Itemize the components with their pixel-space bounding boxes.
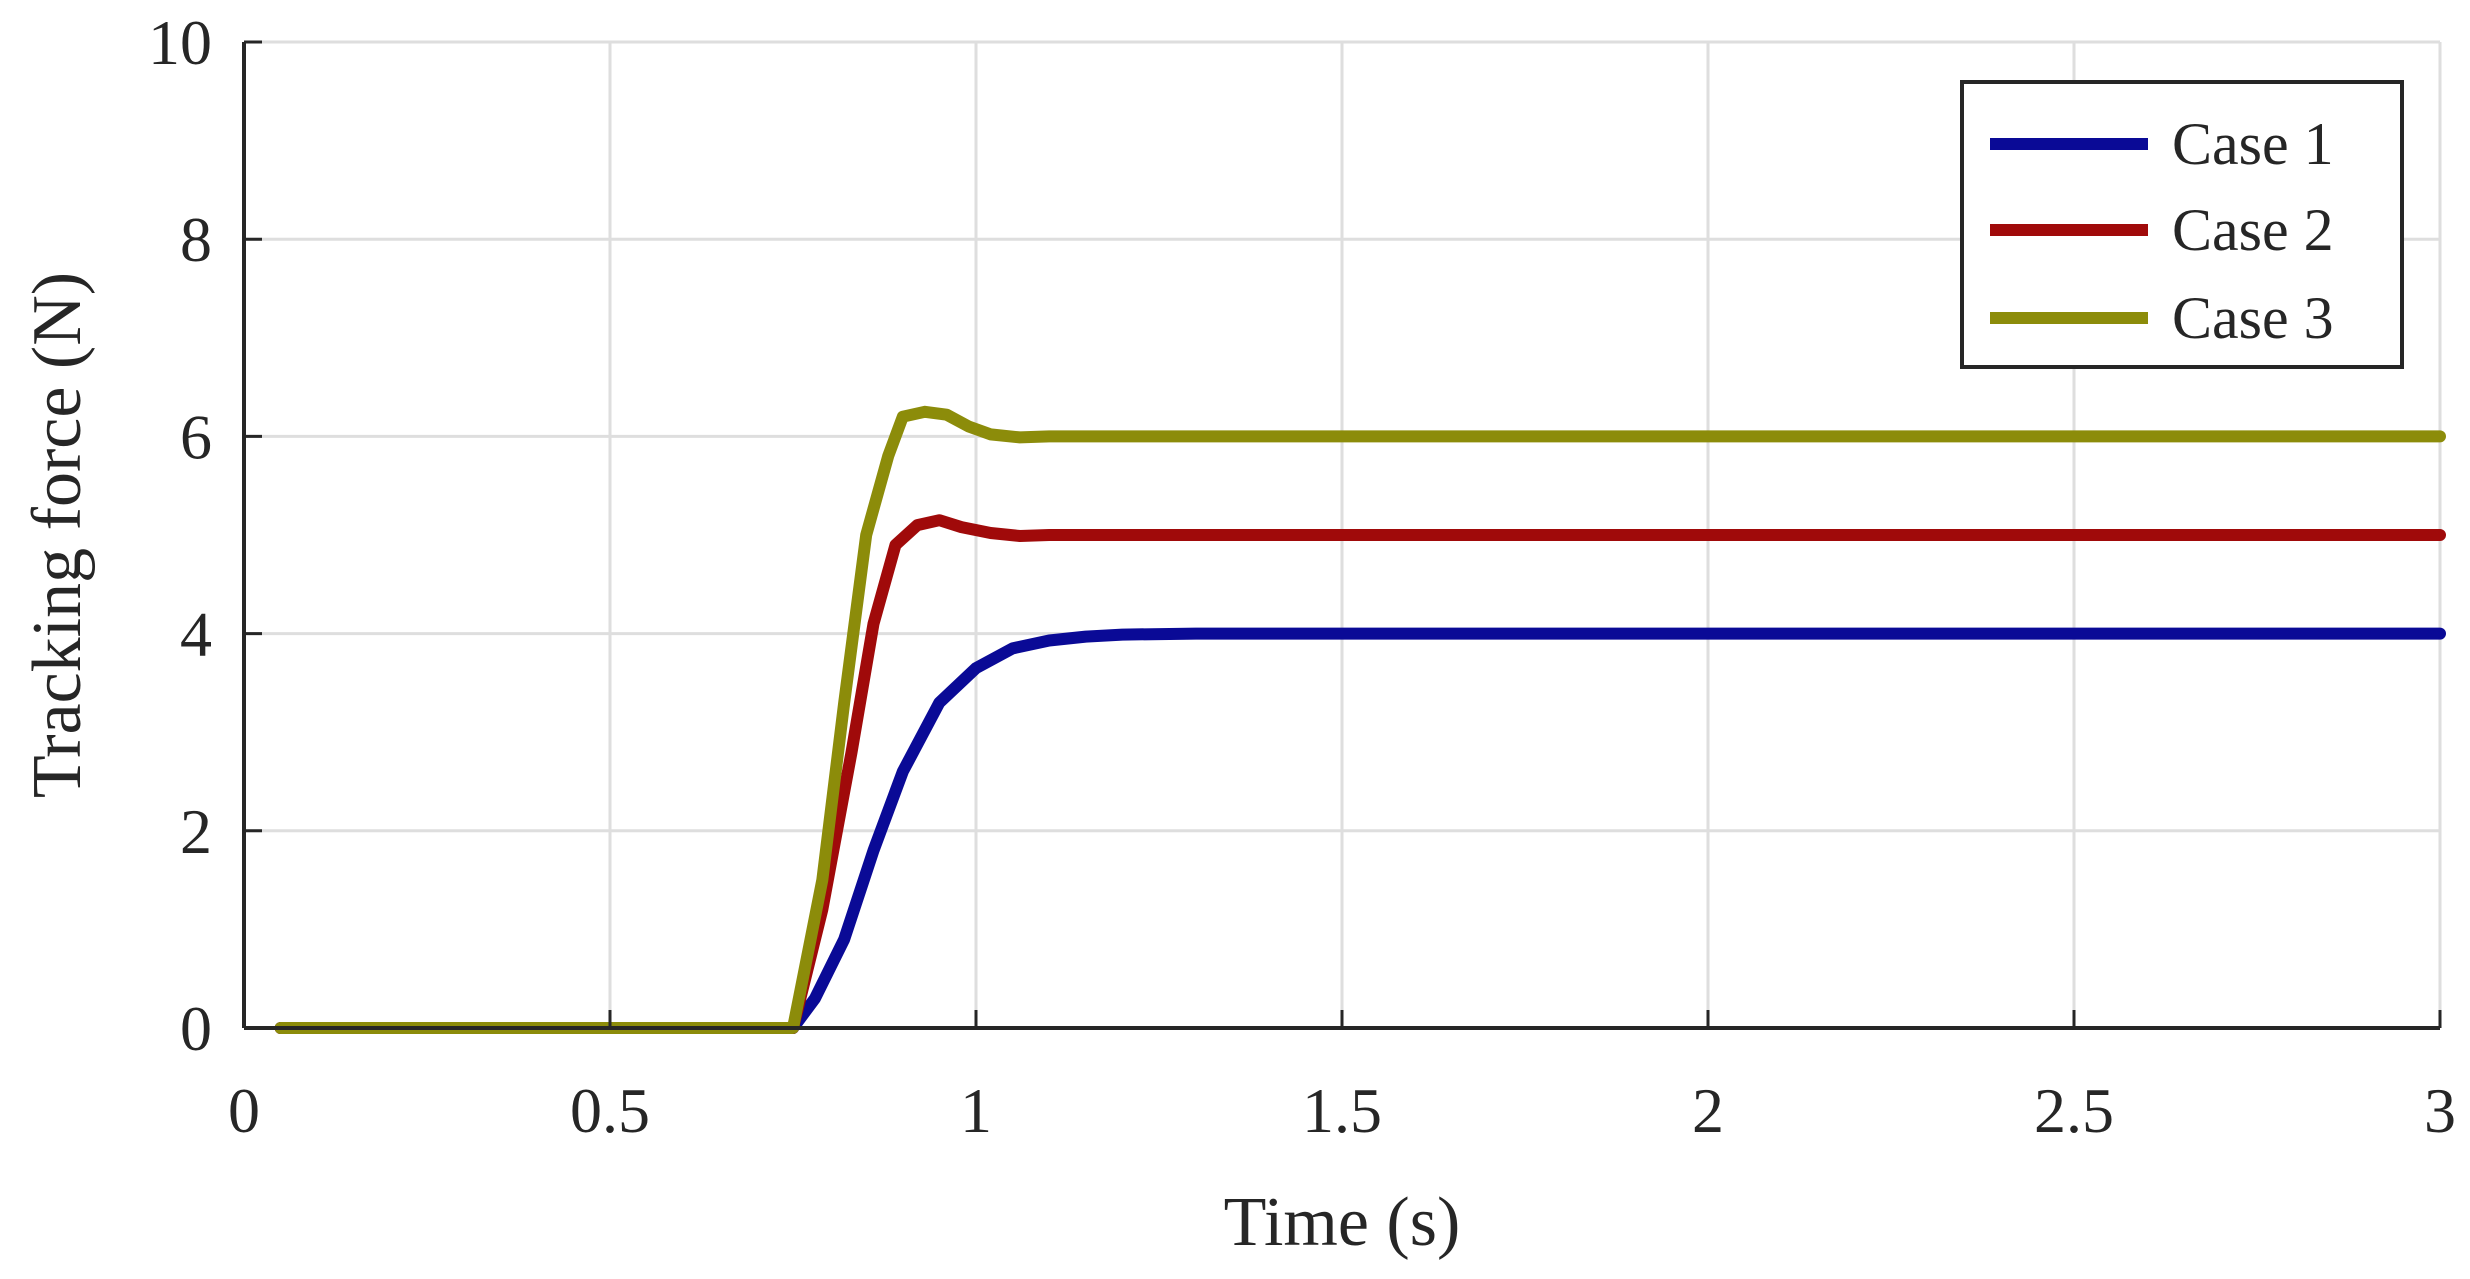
- x-tick-label: 2.5: [2034, 1075, 2114, 1146]
- legend-label-3: Case 3: [2172, 285, 2334, 351]
- y-tick-label: 8: [180, 204, 212, 275]
- x-tick-label: 2: [1692, 1075, 1724, 1146]
- x-axis-title: Time (s): [1224, 1184, 1461, 1261]
- x-tick-label: 1: [960, 1075, 992, 1146]
- y-tick-labels: 0 2 4 6 8 10: [148, 7, 212, 1064]
- series-line-1: [274, 627, 2446, 1034]
- series-line-3: [274, 405, 2446, 1034]
- legend-label-1: Case 1: [2172, 111, 2334, 177]
- axes: [242, 40, 2442, 1030]
- series-lines: [274, 405, 2446, 1034]
- x-tick-label: 1.5: [1302, 1075, 1382, 1146]
- y-axis-title: Tracking force (N): [19, 272, 96, 798]
- y-tick-label: 6: [180, 401, 212, 472]
- y-tick-label: 0: [180, 993, 212, 1064]
- y-tick-label: 10: [148, 7, 212, 78]
- x-tick-labels: 0 0.5 1 1.5 2 2.5 3: [228, 1075, 2456, 1146]
- legend-label-2: Case 2: [2172, 197, 2334, 263]
- y-tick-label: 2: [180, 796, 212, 867]
- x-tick-label: 0.5: [570, 1075, 650, 1146]
- x-tick-label: 3: [2424, 1075, 2456, 1146]
- x-tick-label: 0: [228, 1075, 260, 1146]
- series-line-2: [274, 514, 2446, 1034]
- y-tick-label: 4: [180, 599, 212, 670]
- legend: Case 1 Case 2 Case 3: [1960, 80, 2404, 369]
